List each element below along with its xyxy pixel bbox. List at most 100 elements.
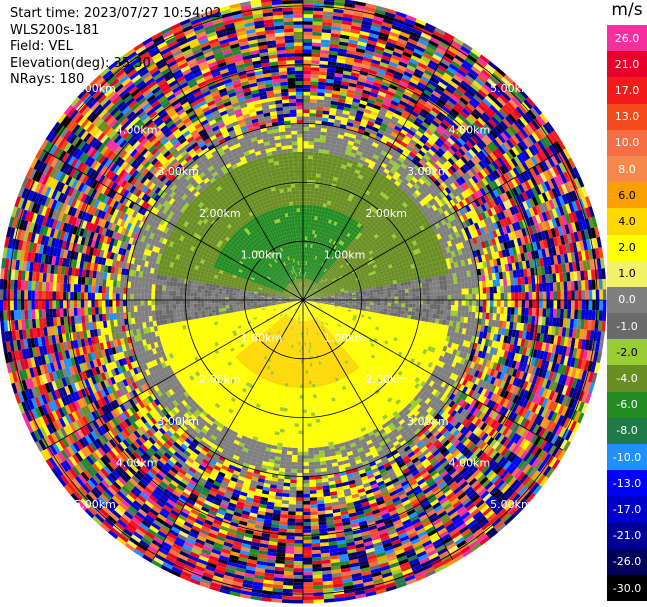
velocity-cell	[307, 169, 313, 174]
velocity-cell	[556, 282, 561, 292]
velocity-cell	[304, 285, 305, 290]
velocity-cell	[496, 279, 501, 287]
velocity-cell	[383, 294, 388, 298]
velocity-cell	[341, 113, 350, 119]
velocity-cell	[344, 63, 353, 69]
velocity-cell	[365, 3, 377, 9]
velocity-cell	[429, 295, 434, 300]
velocity-cell	[331, 29, 341, 35]
velocity-cell	[489, 293, 494, 300]
velocity-cell	[564, 290, 568, 300]
velocity-cell	[380, 25, 392, 32]
velocity-cell	[303, 285, 305, 290]
velocity-cell	[313, 148, 319, 153]
velocity-cell	[312, 226, 316, 231]
velocity-cell	[325, 85, 333, 91]
velocity-cell	[303, 112, 310, 117]
velocity-cell	[380, 297, 385, 300]
velocity-cell	[446, 284, 451, 290]
velocity-cell	[329, 111, 337, 116]
velocity-cell	[415, 300, 420, 305]
velocity-cell	[379, 288, 384, 292]
velocity-cell	[321, 35, 331, 41]
velocity-cell	[322, 14, 333, 20]
velocity-cell	[319, 57, 329, 62]
velocity-cell	[303, 190, 307, 195]
velocity-cell	[371, 22, 382, 29]
velocity-cell	[310, 273, 313, 277]
velocity-cell	[344, 103, 352, 109]
velocity-cell	[464, 282, 469, 289]
velocity-cell	[595, 300, 600, 311]
velocity-cell	[527, 276, 532, 285]
velocity-cell	[318, 74, 327, 79]
velocity-cell	[320, 195, 326, 200]
velocity-cell	[307, 283, 310, 287]
velocity-cell	[311, 215, 315, 220]
velocity-cell	[307, 279, 309, 284]
velocity-cell	[379, 308, 384, 312]
velocity-cell	[585, 300, 589, 310]
velocity-cell	[303, 102, 310, 107]
velocity-cell	[329, 143, 337, 149]
velocity-cell	[330, 36, 340, 42]
velocity-cell	[391, 300, 395, 304]
velocity-cell	[333, 202, 339, 208]
velocity-cell	[500, 285, 505, 294]
velocity-cell	[314, 134, 321, 139]
velocity-cell	[336, 55, 346, 61]
velocity-cell	[309, 102, 317, 107]
velocity-cell	[503, 278, 508, 286]
velocity-cell	[335, 195, 341, 201]
velocity-cell	[577, 309, 582, 320]
velocity-cell	[499, 313, 504, 322]
velocity-cell	[464, 305, 469, 312]
velocity-cell	[376, 305, 381, 309]
velocity-cell	[323, 199, 328, 205]
velocity-cell	[303, 67, 312, 71]
velocity-cell	[309, 236, 312, 241]
velocity-cell	[335, 112, 343, 118]
velocity-cell	[303, 109, 310, 114]
velocity-cell	[306, 282, 308, 287]
velocity-cell	[362, 295, 367, 298]
velocity-cell	[324, 146, 330, 151]
velocity-cell	[542, 283, 547, 292]
velocity-cell	[425, 312, 430, 318]
velocity-cell	[398, 303, 402, 307]
velocity-cell	[400, 282, 405, 287]
velocity-cell	[349, 108, 358, 114]
velocity-cell	[489, 286, 494, 294]
velocity-cell	[305, 261, 308, 265]
velocity-cell	[311, 38, 322, 43]
velocity-cell	[326, 222, 331, 228]
velocity-cell	[327, 211, 332, 217]
velocity-cell	[310, 262, 313, 266]
velocity-cell	[440, 300, 445, 305]
velocity-cell	[336, 137, 344, 143]
velocity-cell	[344, 169, 351, 174]
velocity-cell	[535, 308, 540, 317]
velocity-cell	[396, 313, 401, 318]
velocity-cell	[384, 300, 388, 303]
velocity-cell	[356, 44, 367, 51]
velocity-cell	[380, 300, 385, 303]
velocity-cell	[310, 190, 315, 195]
velocity-cell	[305, 264, 307, 269]
velocity-cell	[371, 59, 381, 66]
velocity-cell	[303, 293, 305, 297]
velocity-cell	[314, 216, 318, 221]
velocity-cell	[514, 284, 519, 293]
velocity-cell	[355, 113, 363, 119]
velocity-cell	[349, 79, 358, 85]
velocity-cell	[370, 26, 381, 32]
velocity-cell	[318, 145, 325, 150]
velocity-cell	[506, 278, 511, 286]
velocity-cell	[588, 309, 593, 321]
velocity-cell	[552, 308, 557, 318]
velocity-cell	[303, 60, 312, 64]
velocity-cell	[414, 315, 419, 321]
velocity-cell	[344, 60, 354, 66]
velocity-cell	[306, 183, 312, 188]
velocity-cell	[305, 215, 309, 220]
